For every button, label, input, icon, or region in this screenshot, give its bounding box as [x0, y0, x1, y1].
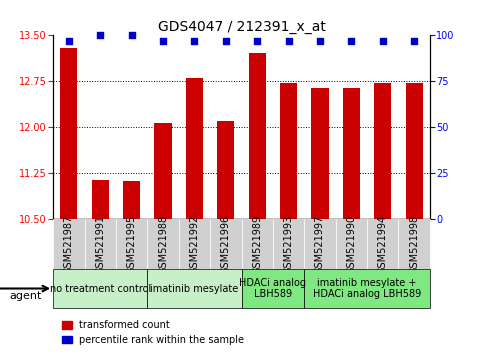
- Point: [191, 38, 199, 44]
- Text: GSM521989: GSM521989: [252, 215, 262, 274]
- Point: [285, 38, 293, 44]
- FancyBboxPatch shape: [85, 219, 116, 269]
- Point: [159, 38, 167, 44]
- Point: [316, 38, 324, 44]
- Text: GSM521992: GSM521992: [189, 215, 199, 274]
- FancyBboxPatch shape: [304, 269, 430, 308]
- Point: [65, 38, 73, 44]
- Text: imatinib mesylate +
HDACi analog LBH589: imatinib mesylate + HDACi analog LBH589: [313, 278, 421, 299]
- Point: [379, 38, 387, 44]
- FancyBboxPatch shape: [147, 219, 179, 269]
- Text: no treatment control: no treatment control: [50, 284, 151, 293]
- Point: [411, 38, 418, 44]
- Text: HDACi analog
LBH589: HDACi analog LBH589: [240, 278, 306, 299]
- Bar: [186, 78, 203, 219]
- FancyBboxPatch shape: [53, 219, 85, 269]
- Point: [222, 38, 230, 44]
- FancyBboxPatch shape: [147, 269, 242, 308]
- Bar: [92, 179, 109, 219]
- Text: GSM521996: GSM521996: [221, 215, 231, 274]
- FancyBboxPatch shape: [242, 219, 273, 269]
- FancyBboxPatch shape: [116, 219, 147, 269]
- FancyBboxPatch shape: [336, 219, 367, 269]
- Bar: [249, 53, 266, 219]
- FancyBboxPatch shape: [242, 269, 304, 308]
- Point: [348, 38, 355, 44]
- Bar: [217, 121, 234, 219]
- FancyBboxPatch shape: [53, 269, 147, 308]
- Bar: [343, 87, 360, 219]
- FancyBboxPatch shape: [367, 219, 398, 269]
- Bar: [123, 182, 140, 219]
- Bar: [280, 83, 297, 219]
- Bar: [155, 123, 171, 219]
- FancyBboxPatch shape: [179, 219, 210, 269]
- FancyBboxPatch shape: [398, 219, 430, 269]
- FancyBboxPatch shape: [304, 219, 336, 269]
- Text: GSM521993: GSM521993: [284, 215, 294, 274]
- Bar: [312, 87, 328, 219]
- Text: GSM521991: GSM521991: [95, 215, 105, 274]
- Point: [253, 38, 261, 44]
- Text: GSM521987: GSM521987: [64, 215, 74, 274]
- Title: GDS4047 / 212391_x_at: GDS4047 / 212391_x_at: [157, 21, 326, 34]
- Point: [128, 33, 135, 38]
- Text: GSM521997: GSM521997: [315, 215, 325, 274]
- FancyBboxPatch shape: [273, 219, 304, 269]
- Text: GSM521998: GSM521998: [409, 215, 419, 274]
- FancyBboxPatch shape: [210, 219, 242, 269]
- Bar: [60, 48, 77, 219]
- Text: GSM521990: GSM521990: [346, 215, 356, 274]
- Bar: [374, 83, 391, 219]
- Text: GSM521988: GSM521988: [158, 215, 168, 274]
- Text: agent: agent: [10, 291, 42, 301]
- Point: [97, 33, 104, 38]
- Bar: [406, 83, 423, 219]
- Text: GSM521994: GSM521994: [378, 215, 388, 274]
- Text: imatinib mesylate: imatinib mesylate: [150, 284, 239, 293]
- Text: GSM521995: GSM521995: [127, 215, 137, 274]
- Legend: transformed count, percentile rank within the sample: transformed count, percentile rank withi…: [58, 316, 248, 349]
